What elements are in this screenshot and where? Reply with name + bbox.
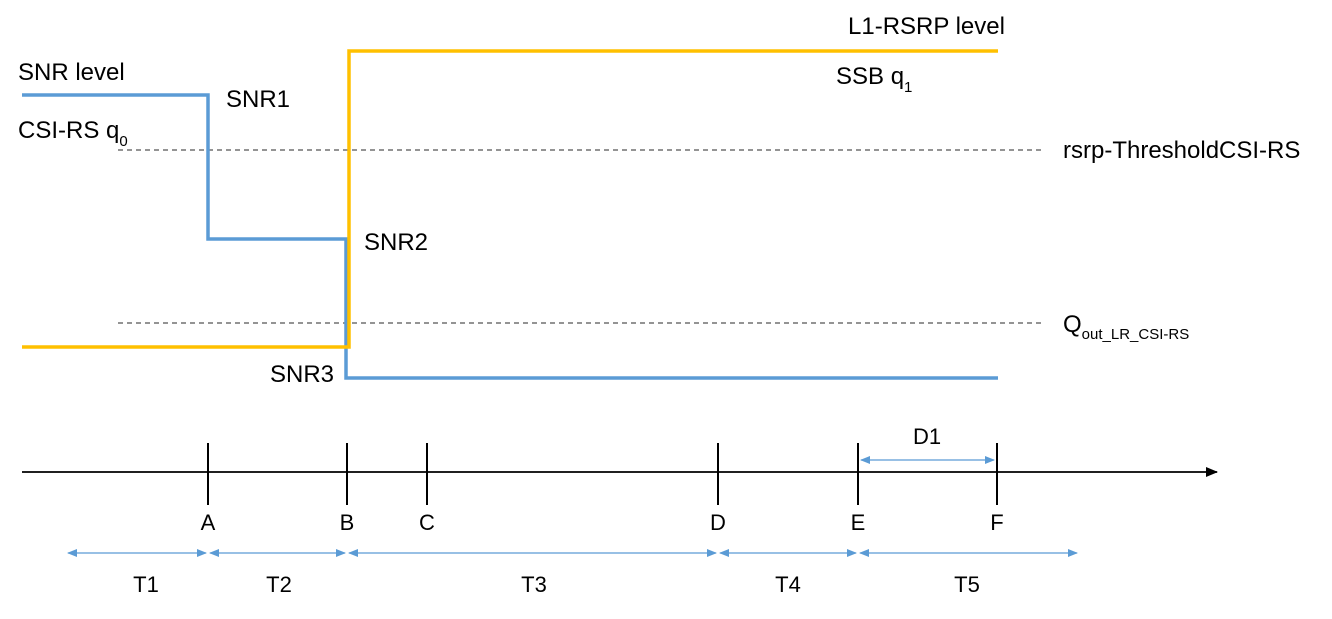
snr1-label: SNR1	[226, 86, 290, 113]
csi-rs-q0-label: CSI-RS q0	[18, 117, 128, 150]
l1-rsrp-level-line	[22, 49, 998, 349]
qout-label: Qout_LR_CSI-RS	[1063, 311, 1189, 343]
interval-t2-label: T2	[266, 572, 292, 597]
snr-level-line	[22, 93, 998, 380]
l1-rsrp-level-label: L1-RSRP level	[848, 13, 1005, 40]
interval-t1-label: T1	[133, 572, 159, 597]
snr3-label: SNR3	[270, 361, 334, 388]
snr-level-label: SNR level	[18, 59, 125, 86]
point-d-label: D	[710, 510, 726, 535]
rsrp-threshold-label: rsrp-ThresholdCSI-RS	[1063, 137, 1300, 164]
point-a-label: A	[201, 510, 216, 535]
point-b-label: B	[340, 510, 355, 535]
snr2-label: SNR2	[364, 229, 428, 256]
interval-t4-label: T4	[775, 572, 801, 597]
interval-t3-label: T3	[521, 572, 547, 597]
point-f-label: F	[990, 510, 1003, 535]
interval-t5-label: T5	[954, 572, 980, 597]
point-e-label: E	[851, 510, 866, 535]
point-c-label: C	[419, 510, 435, 535]
ssb-q1-label: SSB q1	[836, 63, 912, 96]
d1-label: D1	[913, 424, 941, 449]
